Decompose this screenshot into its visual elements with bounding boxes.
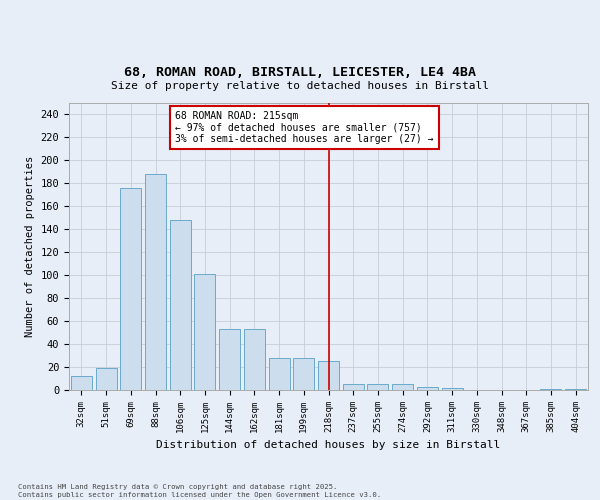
Text: 68 ROMAN ROAD: 215sqm
← 97% of detached houses are smaller (757)
3% of semi-deta: 68 ROMAN ROAD: 215sqm ← 97% of detached … [175, 110, 434, 144]
Bar [541, 389, 562, 390]
Text: Contains HM Land Registry data © Crown copyright and database right 2025.
Contai: Contains HM Land Registry data © Crown c… [18, 484, 381, 498]
Bar [219, 329, 240, 390]
Text: 68, ROMAN ROAD, BIRSTALL, LEICESTER, LE4 4BA: 68, ROMAN ROAD, BIRSTALL, LEICESTER, LE4… [124, 66, 476, 79]
Bar [367, 384, 388, 390]
Bar [71, 376, 92, 390]
Bar [170, 220, 191, 390]
Bar [442, 388, 463, 390]
Bar [95, 368, 116, 390]
Bar [392, 384, 413, 390]
Y-axis label: Number of detached properties: Number of detached properties [25, 156, 35, 337]
Bar [417, 386, 438, 390]
Bar [269, 358, 290, 390]
Bar [343, 384, 364, 390]
Bar [565, 389, 586, 390]
Bar [244, 329, 265, 390]
Bar [120, 188, 141, 390]
Text: Size of property relative to detached houses in Birstall: Size of property relative to detached ho… [111, 81, 489, 91]
Bar [318, 361, 339, 390]
Bar [194, 274, 215, 390]
Bar [145, 174, 166, 390]
X-axis label: Distribution of detached houses by size in Birstall: Distribution of detached houses by size … [157, 440, 500, 450]
Bar [293, 358, 314, 390]
